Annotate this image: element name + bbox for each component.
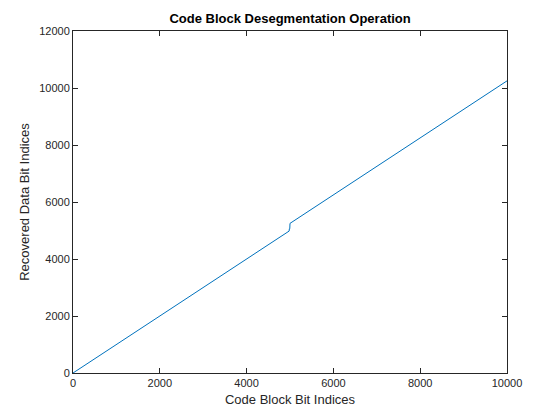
svg-text:2000: 2000 xyxy=(148,377,172,389)
svg-text:Recovered Data Bit Indices: Recovered Data Bit Indices xyxy=(17,123,32,281)
svg-text:10000: 10000 xyxy=(492,377,523,389)
svg-text:4000: 4000 xyxy=(234,377,258,389)
svg-text:6000: 6000 xyxy=(321,377,345,389)
svg-text:Code Block Bit Indices: Code Block Bit Indices xyxy=(225,392,356,407)
svg-text:2000: 2000 xyxy=(45,310,69,322)
svg-text:0: 0 xyxy=(70,377,76,389)
svg-text:8000: 8000 xyxy=(45,139,69,151)
svg-text:6000: 6000 xyxy=(45,196,69,208)
svg-text:8000: 8000 xyxy=(408,377,432,389)
svg-text:Code Block Desegmentation Oper: Code Block Desegmentation Operation xyxy=(169,11,410,26)
svg-text:12000: 12000 xyxy=(39,25,70,37)
svg-text:10000: 10000 xyxy=(39,82,70,94)
svg-text:4000: 4000 xyxy=(45,253,69,265)
svg-text:0: 0 xyxy=(64,367,70,379)
